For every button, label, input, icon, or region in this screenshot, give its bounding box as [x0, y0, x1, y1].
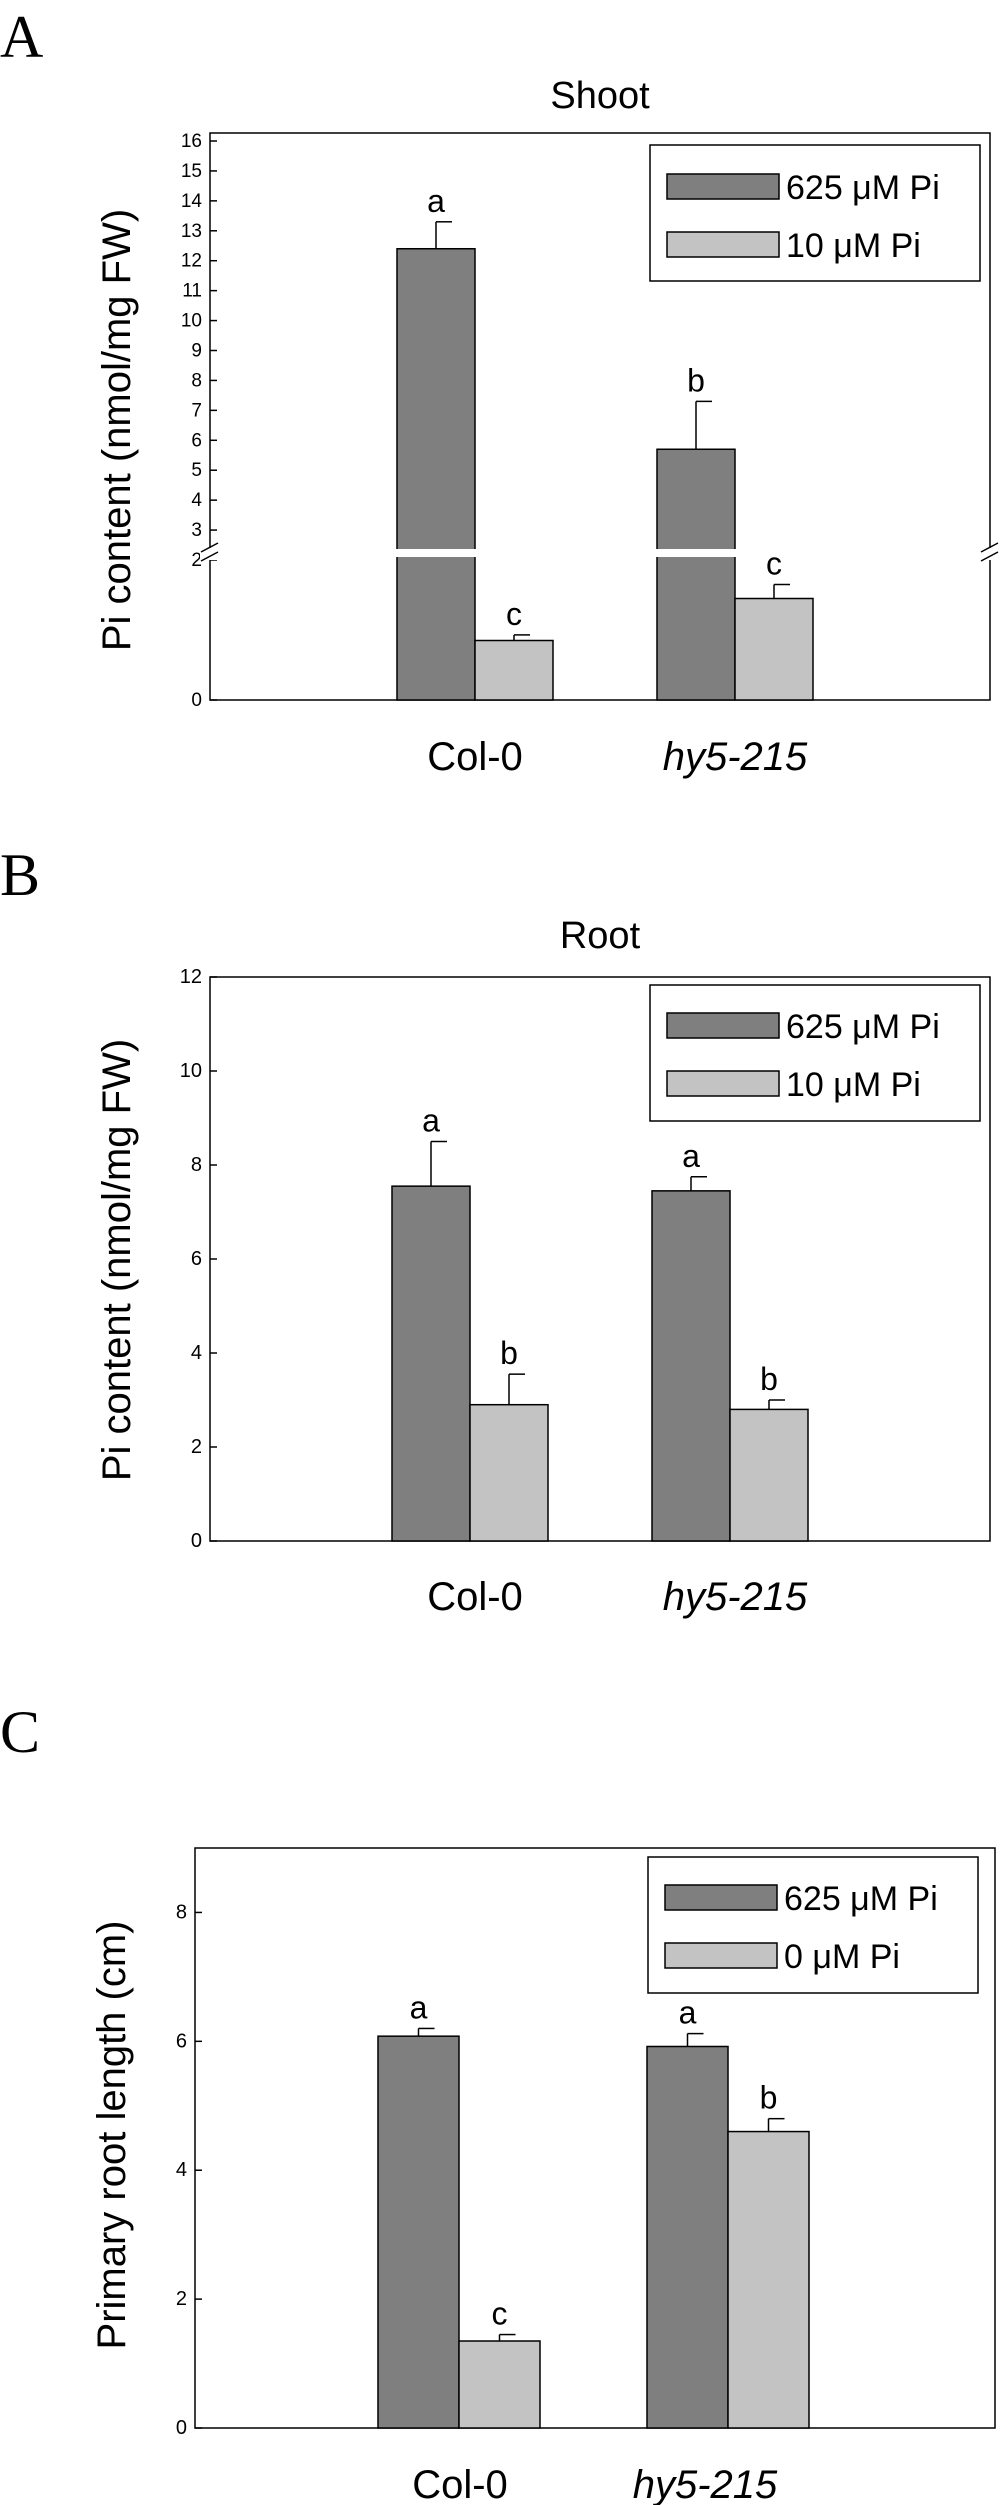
legend-c: 625 μM Pi 0 μM Pi	[647, 1856, 979, 1994]
legend-swatch-625-a	[666, 173, 780, 200]
y-tick-label: 8	[191, 1154, 202, 1176]
y-axis-label-b: Pi content (nmol/mg FW)	[95, 1039, 139, 1481]
y-tick-label: 6	[176, 2030, 187, 2052]
y-tick-label: 10	[180, 1060, 202, 1082]
bar	[734, 597, 814, 701]
y-tick-label: 7	[191, 400, 202, 421]
legend-label-625-a: 625 μM Pi	[786, 169, 940, 207]
y-tick-label: 2	[191, 550, 202, 571]
y-tick-label: 6	[191, 430, 202, 451]
significance-label: b	[760, 1361, 778, 1397]
y-tick-label: 11	[182, 281, 202, 302]
category-label-hy5-a: hy5-215	[663, 735, 808, 779]
bar-break-gap	[395, 549, 477, 557]
y-ticks-c: 0 2 4 6 8	[176, 1901, 202, 2439]
plot-frame-a	[209, 132, 991, 701]
significance-label: a	[682, 1138, 700, 1174]
significance-label: c	[506, 596, 522, 632]
bars-c: a a c b	[377, 1989, 810, 2429]
legend-label-625-c: 625 μM Pi	[784, 1880, 938, 1918]
y-tick-label: 6	[191, 1248, 202, 1270]
y-tick-label: 3	[191, 520, 202, 541]
panel-c: C Primary root length (cm) 0 2 4 6 8 a a c b Co…	[0, 1699, 996, 2505]
legend-swatch-625-c	[664, 1884, 778, 1911]
y-tick-label: 0	[176, 2417, 187, 2439]
bar	[646, 2045, 729, 2429]
bars-b: a a b b	[391, 1103, 809, 1542]
legend-swatch-625-b	[666, 1012, 780, 1039]
significance-label: b	[760, 2080, 778, 2116]
panel-a: A Shoot Pi content (nmol/mg FW) 0 2 3 4 5 6 7 8…	[0, 4, 1000, 779]
category-label-hy5-b: hy5-215	[663, 1575, 808, 1619]
y-tick-label: 12	[180, 966, 202, 988]
panel-letter-b: B	[0, 842, 40, 908]
chart-title-a: Shoot	[550, 75, 650, 117]
y-tick-label: 15	[181, 161, 202, 182]
chart-title-b: Root	[560, 915, 641, 957]
bar	[391, 1185, 471, 1542]
significance-label: a	[679, 1995, 697, 2031]
category-label-col0-a: Col-0	[427, 735, 523, 779]
legend-swatch-0-c	[664, 1942, 778, 1969]
legend-label-10-b: 10 μM Pi	[786, 1066, 921, 1104]
y-axis-label-c: Primary root length (cm)	[90, 1921, 134, 2350]
legend-swatch-10-a	[666, 231, 780, 258]
y-tick-label: 10	[181, 311, 202, 332]
bar	[377, 2035, 460, 2429]
legend-swatch-10-b	[666, 1070, 780, 1097]
y-tick-label: 0	[191, 1530, 202, 1552]
bar	[396, 247, 476, 701]
bar-break-gap	[655, 549, 737, 557]
y-tick-label: 5	[191, 460, 202, 481]
y-tick-label: 14	[181, 191, 203, 212]
significance-label: c	[492, 2296, 508, 2332]
legend-label-625-b: 625 μM Pi	[786, 1008, 940, 1046]
plot-frame-c	[194, 1847, 996, 2429]
significance-label: a	[427, 183, 445, 219]
panel-b: B Root Pi content (nmol/mg FW) 0 2 4 6 8 10 12…	[0, 842, 991, 1619]
significance-label: b	[500, 1335, 518, 1371]
y-tick-label: 8	[191, 370, 202, 391]
y-tick-label: 16	[181, 131, 202, 152]
panel-letter-c: C	[0, 1699, 40, 1765]
y-tick-label: 4	[191, 1342, 202, 1364]
category-label-col0-c: Col-0	[412, 2463, 508, 2505]
y-axis-label-a: Pi content (nmol/mg FW)	[95, 209, 139, 651]
y-ticks-a: 0 2 3 4 5 6 7 8 9 10 11 12 13 14 15 16	[181, 131, 217, 711]
panel-letter-a: A	[0, 4, 43, 70]
legend-label-10-a: 10 μM Pi	[786, 227, 921, 265]
significance-label: c	[766, 546, 782, 582]
y-tick-label: 2	[176, 2288, 187, 2310]
category-label-hy5-c: hy5-215	[633, 2463, 778, 2505]
legend-b: 625 μM Pi 10 μM Pi	[649, 984, 981, 1122]
legend-a: 625 μM Pi 10 μM Pi	[649, 144, 981, 282]
significance-label: a	[422, 1103, 440, 1139]
y-ticks-b: 0 2 4 6 8 10 12	[180, 966, 217, 1552]
legend-label-0-c: 0 μM Pi	[784, 1938, 900, 1976]
bar	[474, 639, 554, 701]
significance-label: b	[687, 362, 705, 398]
y-tick-label: 9	[191, 341, 202, 362]
significance-label: a	[410, 1989, 428, 2025]
y-tick-label: 13	[181, 221, 202, 242]
bar	[651, 1190, 731, 1542]
bar	[727, 2130, 810, 2429]
bars-a: a b c c	[395, 183, 814, 701]
y-tick-label: 4	[191, 490, 202, 511]
category-label-col0-b: Col-0	[427, 1575, 523, 1619]
axis-break-a	[200, 542, 1000, 562]
y-tick-label: 12	[181, 251, 202, 272]
y-tick-label: 0	[191, 690, 202, 711]
bar	[729, 1408, 809, 1542]
y-tick-label: 4	[176, 2159, 187, 2181]
bar	[656, 448, 736, 701]
y-tick-label: 8	[176, 1901, 187, 1923]
bar	[469, 1403, 549, 1542]
y-tick-label: 2	[191, 1436, 202, 1458]
bar	[458, 2340, 541, 2429]
